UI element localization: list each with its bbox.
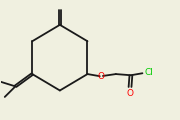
Text: O: O bbox=[97, 72, 104, 81]
Text: O: O bbox=[127, 89, 134, 98]
Text: Cl: Cl bbox=[144, 68, 153, 77]
